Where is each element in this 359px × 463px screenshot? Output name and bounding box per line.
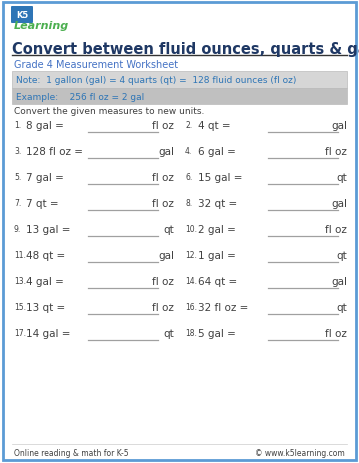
Text: 10.: 10.	[185, 225, 197, 233]
Text: 6.: 6.	[185, 173, 192, 181]
Text: © www.k5learning.com: © www.k5learning.com	[255, 448, 345, 457]
Text: 7.: 7.	[14, 199, 21, 207]
Text: qt: qt	[163, 225, 174, 234]
Text: 13 qt =: 13 qt =	[26, 302, 65, 313]
Text: gal: gal	[331, 199, 347, 208]
Bar	[12, 72, 347, 89]
Text: 4 gal =: 4 gal =	[26, 276, 64, 287]
Text: 15.: 15.	[14, 302, 26, 311]
Text: qt: qt	[336, 173, 347, 182]
Text: 48 qt =: 48 qt =	[26, 250, 65, 260]
Text: 5 gal =: 5 gal =	[198, 328, 236, 338]
Text: 16.: 16.	[185, 302, 197, 311]
Text: 3.: 3.	[14, 147, 21, 156]
Text: 32 fl oz =: 32 fl oz =	[198, 302, 248, 313]
Text: gal: gal	[158, 147, 174, 156]
Bar	[12, 89, 347, 105]
Text: fl oz: fl oz	[152, 276, 174, 287]
Text: 8.: 8.	[185, 199, 192, 207]
Text: 15 gal =: 15 gal =	[198, 173, 242, 182]
Text: 18.: 18.	[185, 328, 197, 337]
FancyBboxPatch shape	[11, 7, 33, 24]
Text: 2.: 2.	[185, 121, 192, 130]
Text: fl oz: fl oz	[325, 225, 347, 234]
Text: Online reading & math for K-5: Online reading & math for K-5	[14, 448, 129, 457]
Text: fl oz: fl oz	[152, 121, 174, 131]
Text: Grade 4 Measurement Worksheet: Grade 4 Measurement Worksheet	[14, 60, 178, 70]
Text: 1.: 1.	[14, 121, 21, 130]
Text: 9.: 9.	[14, 225, 21, 233]
Text: 1 gal =: 1 gal =	[198, 250, 236, 260]
Text: Convert the given measures to new units.: Convert the given measures to new units.	[14, 107, 204, 116]
Text: fl oz: fl oz	[152, 199, 174, 208]
Text: 64 qt =: 64 qt =	[198, 276, 237, 287]
Text: Note:  1 gallon (gal) = 4 quarts (qt) =  128 fluid ounces (fl oz): Note: 1 gallon (gal) = 4 quarts (qt) = 1…	[16, 76, 297, 85]
Text: gal: gal	[331, 276, 347, 287]
Text: 4.: 4.	[185, 147, 192, 156]
Text: fl oz: fl oz	[325, 147, 347, 156]
Text: gal: gal	[331, 121, 347, 131]
Text: 13.: 13.	[14, 276, 26, 285]
Text: fl oz: fl oz	[152, 302, 174, 313]
Text: fl oz: fl oz	[152, 173, 174, 182]
Text: 5.: 5.	[14, 173, 21, 181]
Text: Convert between fluid ounces, quarts & gallons: Convert between fluid ounces, quarts & g…	[12, 42, 359, 57]
Text: 11.: 11.	[14, 250, 26, 259]
Text: 8 gal =: 8 gal =	[26, 121, 64, 131]
Text: 7 gal =: 7 gal =	[26, 173, 64, 182]
Text: 2 gal =: 2 gal =	[198, 225, 236, 234]
Text: Example:    256 fl oz = 2 gal: Example: 256 fl oz = 2 gal	[16, 92, 144, 101]
Text: 7 qt =: 7 qt =	[26, 199, 59, 208]
Text: 12.: 12.	[185, 250, 197, 259]
Text: gal: gal	[158, 250, 174, 260]
Text: 32 qt =: 32 qt =	[198, 199, 237, 208]
Text: 17.: 17.	[14, 328, 26, 337]
Text: 4 qt =: 4 qt =	[198, 121, 230, 131]
Text: 13 gal =: 13 gal =	[26, 225, 70, 234]
Text: 14 gal =: 14 gal =	[26, 328, 70, 338]
Text: 128 fl oz =: 128 fl oz =	[26, 147, 83, 156]
Text: Learning: Learning	[14, 21, 69, 31]
Text: K5: K5	[16, 11, 28, 20]
Text: qt: qt	[336, 250, 347, 260]
Text: qt: qt	[163, 328, 174, 338]
Text: 14.: 14.	[185, 276, 197, 285]
Text: 6 gal =: 6 gal =	[198, 147, 236, 156]
Text: qt: qt	[336, 302, 347, 313]
Text: fl oz: fl oz	[325, 328, 347, 338]
